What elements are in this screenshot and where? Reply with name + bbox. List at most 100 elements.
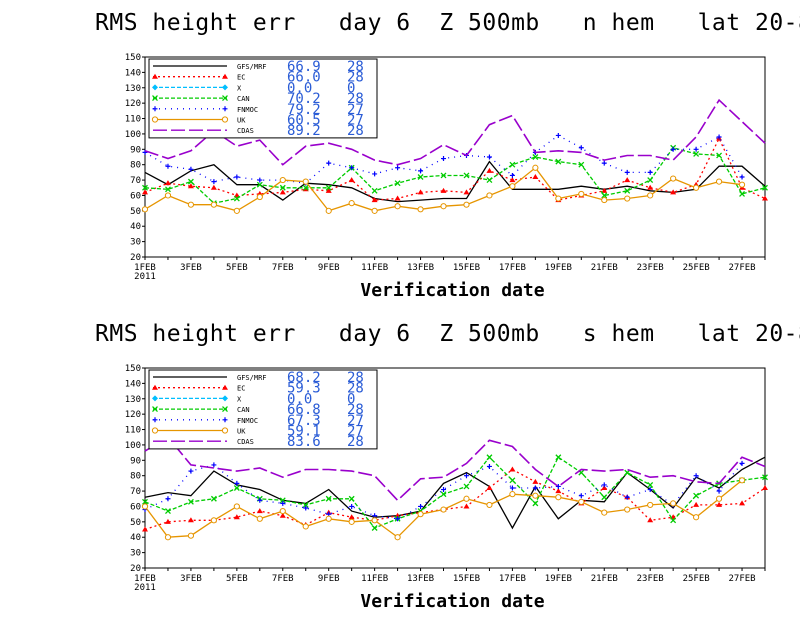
y-tick-label: 60	[130, 502, 141, 512]
data-point	[210, 184, 217, 190]
legend-name: CAN	[237, 406, 250, 414]
legend-count: 27	[347, 413, 364, 429]
data-point	[349, 503, 355, 509]
data-point	[601, 485, 608, 490]
data-point	[256, 193, 263, 201]
data-point	[164, 180, 171, 186]
y-tick-label: 100	[125, 441, 141, 451]
legend-name: FNMOC	[237, 417, 258, 425]
series-line	[144, 436, 766, 502]
data-point	[210, 495, 217, 502]
data-point	[509, 485, 515, 491]
data-point	[395, 165, 401, 171]
data-point	[624, 177, 631, 183]
data-point	[440, 187, 447, 193]
data-point	[418, 168, 424, 174]
data-point	[441, 487, 447, 493]
x-tick-label: 11FEB	[361, 263, 388, 273]
legend-count: 27	[347, 102, 364, 118]
series-gfs-mrf	[144, 160, 766, 203]
x-tick-label: 1FEB	[134, 574, 156, 584]
data-point	[647, 501, 654, 509]
data-point	[532, 485, 538, 491]
y-tick-label: 100	[125, 130, 141, 140]
legend-marker	[222, 73, 228, 79]
x-tick-label: 15FEB	[453, 263, 480, 273]
x-tick-label: 7FEB	[272, 574, 294, 584]
data-point	[693, 514, 700, 521]
x-tick-label: 25FEB	[683, 574, 710, 584]
series-uk	[141, 164, 746, 214]
data-point	[371, 517, 378, 524]
data-point	[601, 192, 608, 199]
legend-mean: 66.0	[287, 70, 321, 86]
data-point	[555, 158, 562, 165]
legend: GFS/MRF 68.2 28 EC 59.3 28 X 0.0 0 CAN 66.8 28 FNMOC…	[148, 369, 378, 450]
data-point	[188, 468, 194, 474]
data-point	[532, 492, 539, 499]
data-point	[279, 176, 286, 184]
data-point	[693, 184, 700, 191]
data-point	[279, 507, 286, 515]
legend-marker	[152, 395, 158, 402]
legend-mean: 66.8	[287, 402, 321, 418]
data-point	[486, 192, 493, 199]
data-point	[624, 187, 631, 194]
data-point	[279, 512, 286, 518]
legend-marker	[222, 395, 228, 402]
legend-count: 27	[347, 424, 364, 440]
legend-mean: 66.9	[287, 59, 321, 75]
legend-marker	[151, 116, 159, 123]
legend-marker	[222, 417, 228, 423]
data-point	[141, 206, 149, 213]
data-point	[532, 154, 539, 160]
data-point	[463, 483, 470, 490]
legend-name: CDAS	[237, 438, 254, 446]
series-can	[142, 144, 768, 207]
data-point	[371, 187, 378, 194]
data-point	[578, 145, 584, 151]
data-point	[165, 496, 171, 502]
data-point	[303, 505, 309, 511]
data-point	[601, 482, 607, 488]
chart-title: RMS height err day 6 Z 500mb s hem lat 2…	[95, 321, 800, 347]
y-tick-label: 30	[130, 549, 141, 559]
data-point	[164, 534, 172, 541]
legend-count: 28	[347, 434, 364, 450]
data-point	[463, 503, 470, 509]
x-tick-label: 5FEB	[226, 263, 248, 273]
legend-count: 0	[347, 391, 355, 407]
data-point	[142, 184, 148, 191]
y-tick-label: 150	[125, 53, 141, 63]
legend-mean: 67.3	[287, 413, 321, 429]
y-tick-label: 80	[130, 472, 141, 482]
data-point	[509, 161, 516, 168]
data-point	[211, 179, 217, 185]
legend-count: 28	[347, 70, 364, 86]
data-point	[739, 190, 745, 197]
data-point	[738, 477, 746, 484]
data-point	[142, 149, 148, 155]
y-tick-label: 20	[130, 253, 141, 263]
data-point	[624, 469, 631, 476]
data-point	[234, 480, 240, 486]
series-gfs-mrf	[144, 456, 766, 530]
y-tick-label: 140	[125, 379, 141, 389]
data-point	[647, 481, 654, 488]
legend-name: GFS/MRF	[237, 63, 267, 71]
data-point	[325, 187, 332, 193]
data-point	[348, 177, 355, 183]
data-point	[624, 169, 630, 175]
data-point	[624, 506, 631, 513]
x-tick-label: 23FEB	[637, 263, 664, 273]
data-point	[348, 514, 355, 520]
legend-name: CAN	[237, 95, 250, 103]
y-tick-label: 130	[125, 84, 141, 94]
data-point	[578, 161, 585, 168]
series-line	[144, 456, 766, 529]
data-point	[486, 167, 493, 173]
legend-marker	[152, 84, 158, 91]
data-point	[371, 525, 378, 531]
data-point	[509, 177, 516, 183]
legend-marker	[222, 384, 228, 390]
